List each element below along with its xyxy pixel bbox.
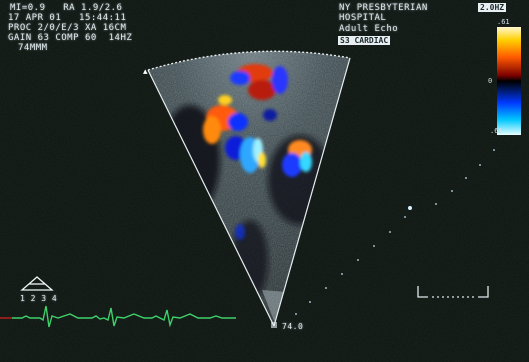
- sector-right-edge: [273, 57, 351, 327]
- exam-type: Adult Echo: [339, 24, 399, 34]
- depth-marks: 1 2 3 4: [20, 294, 58, 303]
- probe-text: 74MMM: [18, 43, 48, 53]
- preset-tag: S3 CARDIAC: [338, 36, 391, 45]
- hospital-line1: NY PRESBYTERIAN: [339, 3, 428, 13]
- apex-label: 74.0: [282, 322, 304, 331]
- gain-text: GAIN 63 COMP 60 14HZ: [8, 33, 133, 43]
- focus-bracket-icon: [417, 286, 489, 298]
- sector-left-edge: [147, 69, 275, 327]
- sector-arc: [147, 50, 351, 71]
- velocity-color-bar: [497, 27, 521, 135]
- depth-ruler: [295, 149, 495, 315]
- scale-mid: 0: [488, 77, 493, 85]
- probe-orientation-icon: [20, 276, 54, 291]
- hospital-line2: HOSPITAL: [339, 13, 387, 23]
- date-time-text: 17 APR 01 15:44:11: [8, 13, 127, 23]
- mechanical-index-text: MI=0.9 RA 1.9/2.6: [10, 3, 123, 13]
- processing-text: PROC 2/0/E/3 XA 16CM: [8, 23, 127, 33]
- svg-text:▴: ▴: [143, 67, 148, 77]
- scale-top: .61: [497, 18, 510, 26]
- scale-bottom: .61: [490, 127, 503, 135]
- ecg-trace: [12, 305, 236, 328]
- corner-tag: 2.0HZ: [478, 3, 507, 12]
